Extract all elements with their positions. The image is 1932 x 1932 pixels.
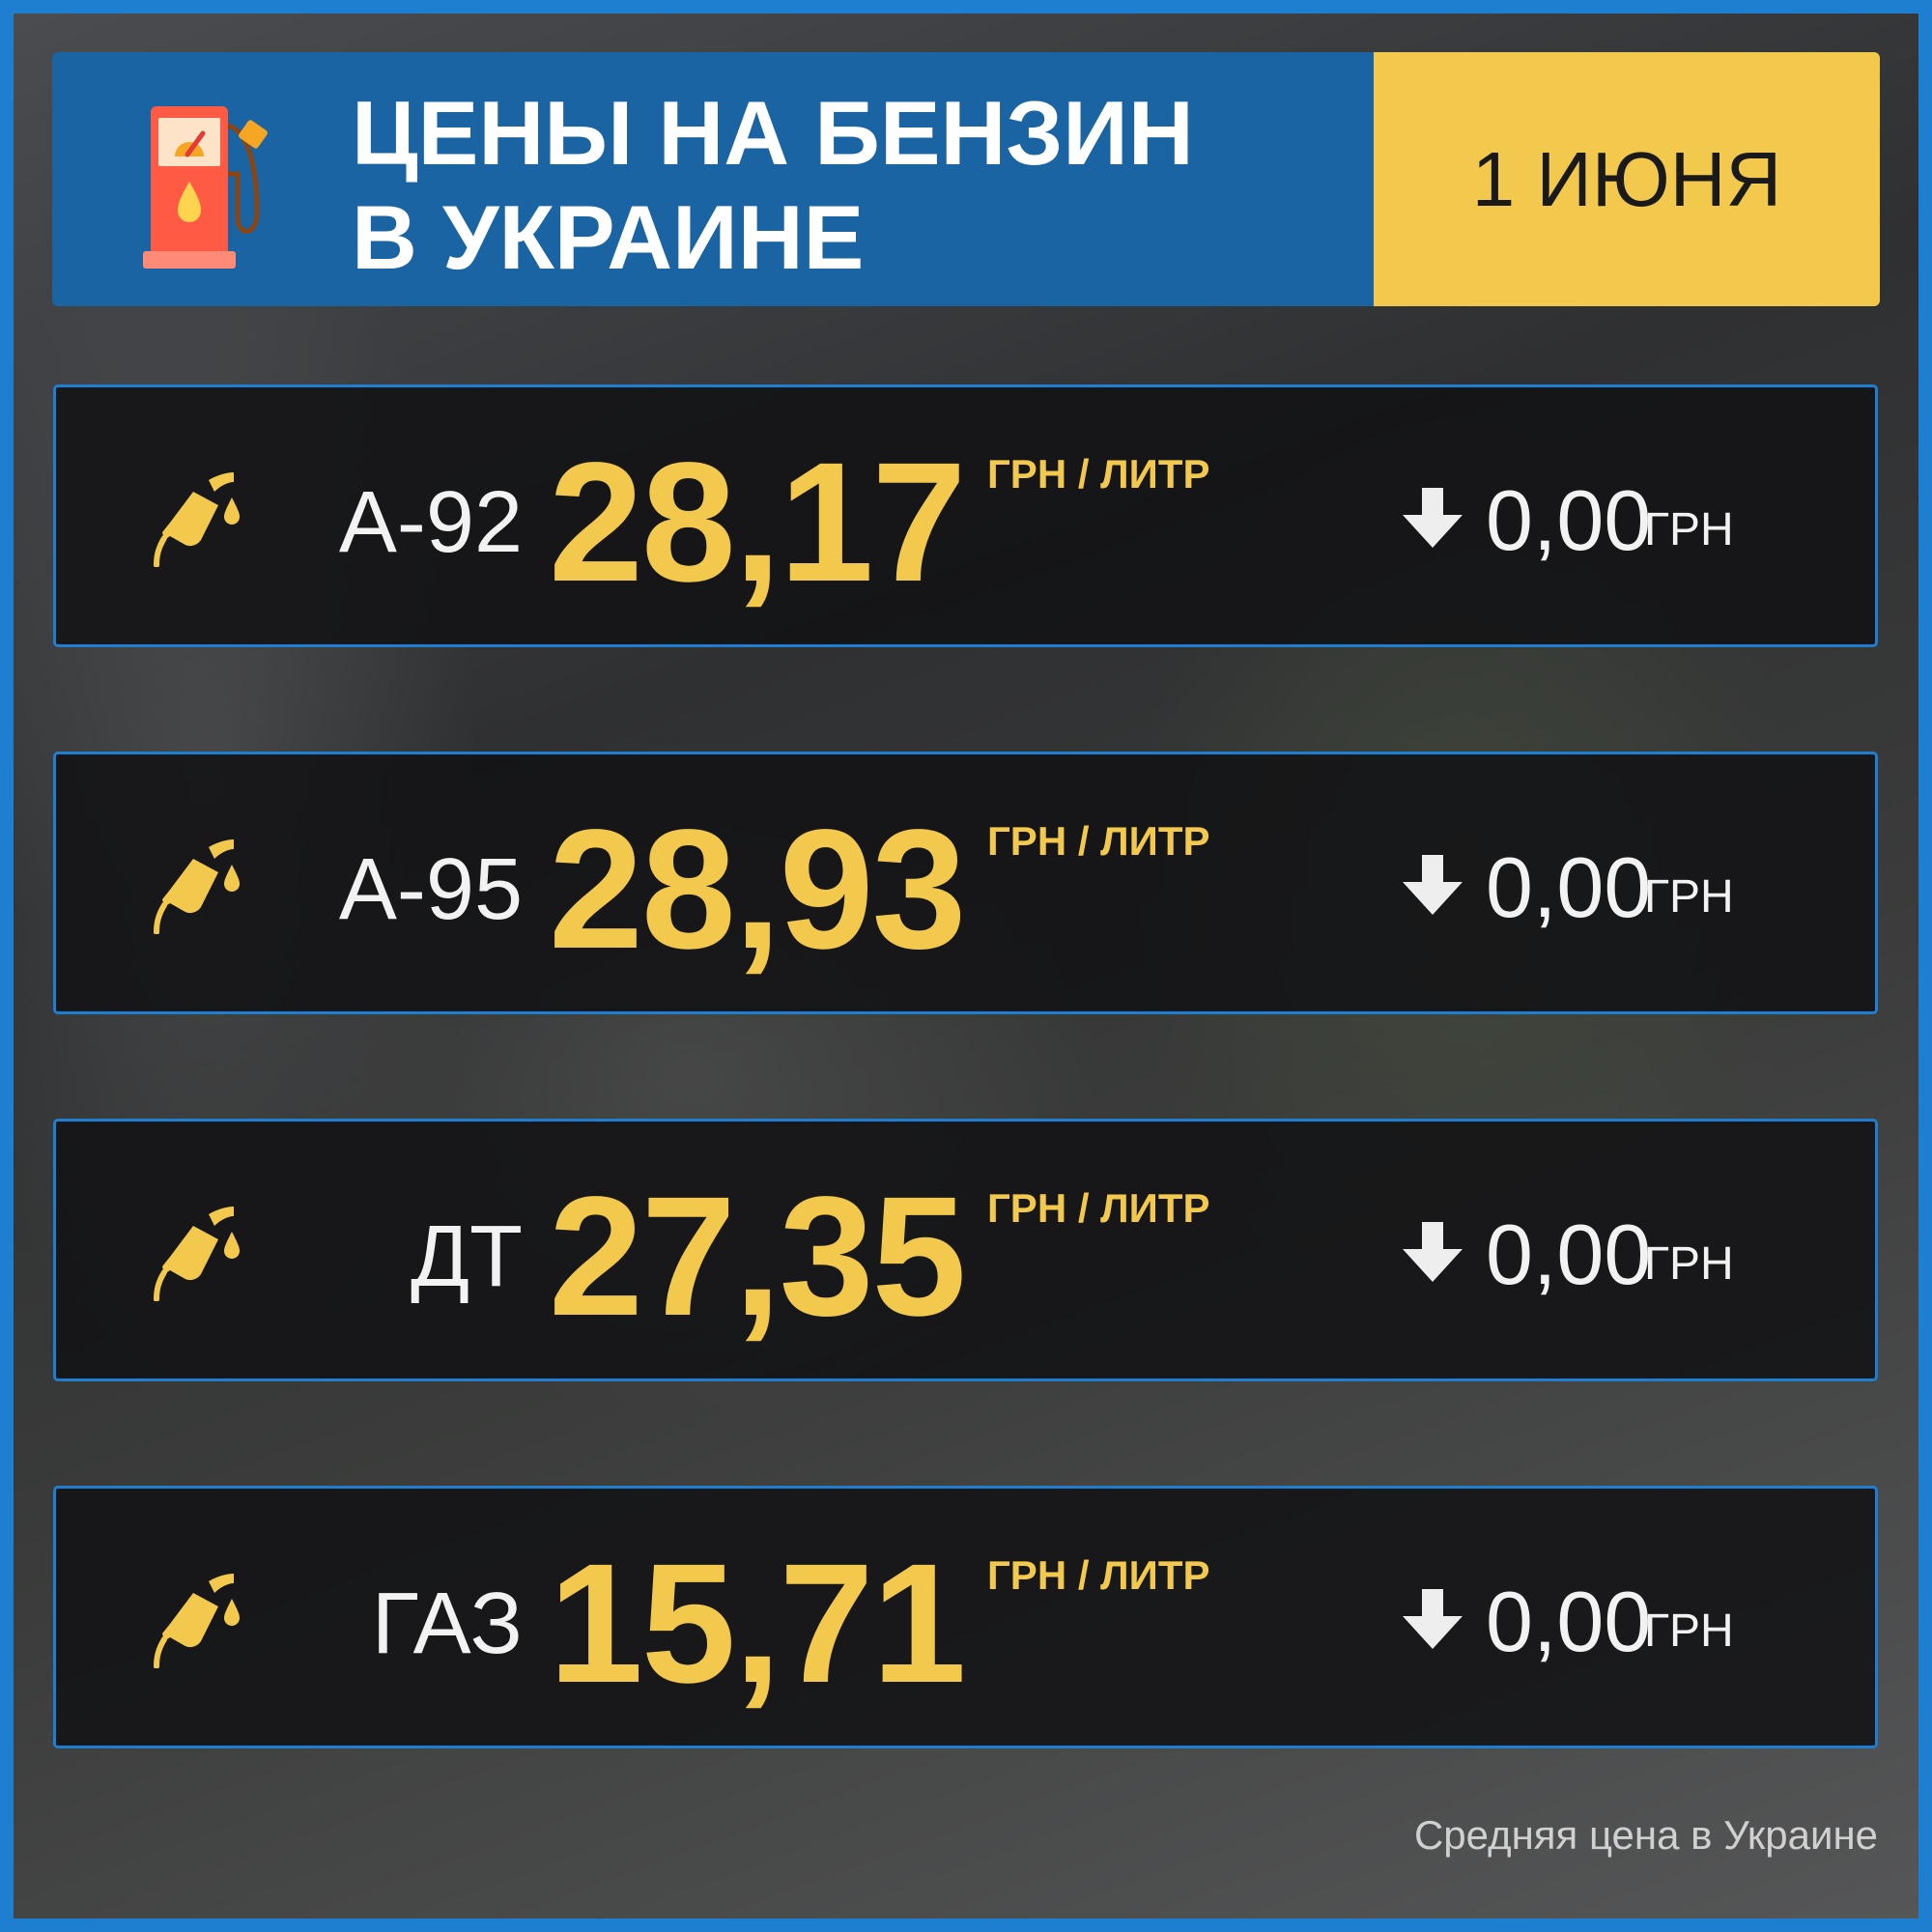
date-label: 1 ИЮНЯ — [1471, 135, 1782, 222]
fuel-nozzle-icon — [154, 839, 240, 934]
fuel-nozzle-icon — [154, 472, 240, 567]
fuel-type-label: ГАЗ — [371, 1576, 523, 1672]
price-unit: ГРН / ЛИТР — [987, 1185, 1210, 1231]
price-change-value: 0,00 — [1486, 1574, 1652, 1669]
price-change-currency: ГРН — [1644, 871, 1734, 923]
page-title: ЦЕНЫ НА БЕНЗИН В УКРАИНЕ — [352, 81, 1194, 290]
fuel-type-label: ДТ — [411, 1208, 523, 1305]
header-banner: ЦЕНЫ НА БЕНЗИН В УКРАИНЕ 1 ИЮНЯ — [52, 52, 1880, 306]
price-change-currency: ГРН — [1644, 1238, 1734, 1290]
fuel-nozzle-icon — [154, 1207, 240, 1301]
footer-note: Средняя цена в Украине — [1413, 1812, 1878, 1858]
arrow-down-icon — [1403, 488, 1463, 548]
date-panel: 1 ИЮНЯ — [1374, 52, 1880, 306]
price-value: 27,35 — [549, 1162, 966, 1351]
fuel-nozzle-icon — [154, 1574, 240, 1668]
price-change-value: 0,00 — [1486, 472, 1652, 568]
arrow-down-icon — [1403, 855, 1463, 915]
price-unit: ГРН / ЛИТР — [987, 451, 1210, 497]
fuel-type-label: А-95 — [338, 841, 523, 938]
fuel-price-row: А-92 28,17 ГРН / ЛИТР 0,00 ГРН — [53, 384, 1878, 647]
price-value: 28,93 — [549, 795, 966, 984]
title-line-1: ЦЕНЫ НА БЕНЗИН — [352, 82, 1194, 184]
price-value: 15,71 — [549, 1529, 966, 1719]
price-unit: ГРН / ЛИТР — [987, 818, 1210, 864]
fuel-type-label: А-92 — [338, 474, 523, 571]
arrow-down-icon — [1403, 1589, 1463, 1649]
price-unit: ГРН / ЛИТР — [987, 1552, 1210, 1598]
header-title-panel: ЦЕНЫ НА БЕНЗИН В УКРАИНЕ — [52, 52, 1374, 306]
price-value: 28,17 — [549, 428, 966, 617]
price-change-currency: ГРН — [1644, 1605, 1734, 1657]
arrow-down-icon — [1403, 1222, 1463, 1282]
title-line-2: В УКРАИНЕ — [352, 186, 865, 288]
fuel-price-row: ГАЗ 15,71 ГРН / ЛИТР 0,00 ГРН — [53, 1486, 1878, 1748]
price-change-value: 0,00 — [1486, 839, 1652, 935]
price-change-currency: ГРН — [1644, 504, 1734, 555]
fuel-price-row: ДТ 27,35 ГРН / ЛИТР 0,00 ГРН — [53, 1119, 1878, 1381]
price-change-value: 0,00 — [1486, 1207, 1652, 1302]
fuel-price-row: А-95 28,93 ГРН / ЛИТР 0,00 ГРН — [53, 752, 1878, 1014]
fuel-pump-icon — [143, 106, 268, 269]
